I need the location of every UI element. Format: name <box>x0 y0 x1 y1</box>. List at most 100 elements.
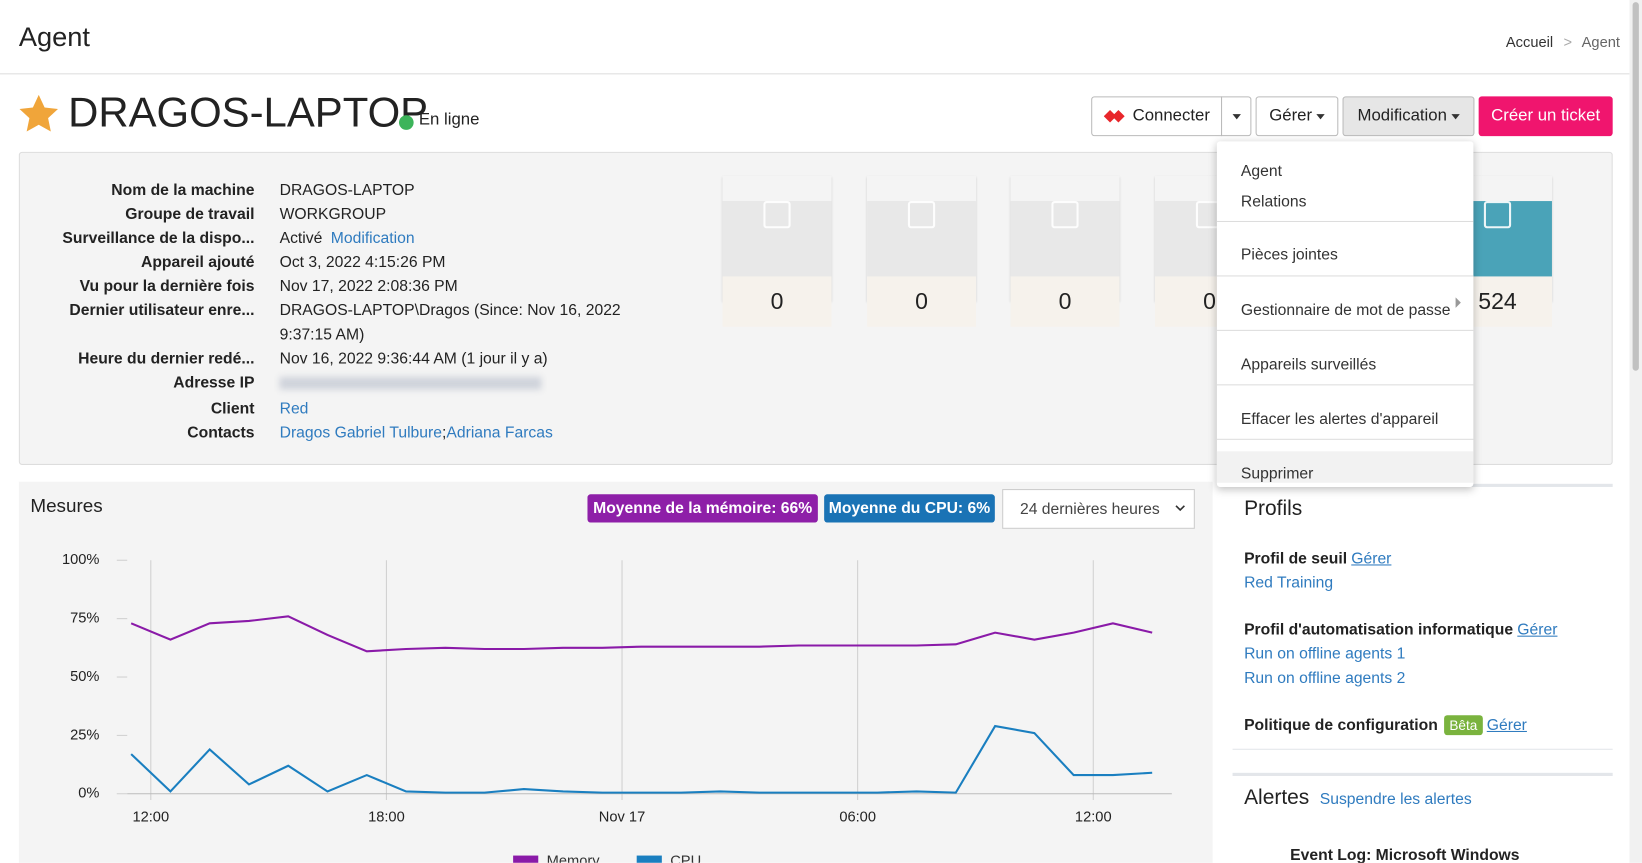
profile-action[interactable]: Gérer <box>1351 549 1392 568</box>
select-chevron <box>1175 505 1185 512</box>
info-link[interactable]: Dragos Gabriel Tulbure <box>279 424 443 442</box>
info-label: Client <box>210 400 255 418</box>
info-value: Activé Modification <box>280 226 667 250</box>
info-value: Nov 16, 2022 9:36:44 AM (1 jour il y a) <box>280 347 667 371</box>
info-text: Nov 17, 2022 2:08:36 PM <box>279 277 458 296</box>
metrics-title: Mesures <box>30 495 103 517</box>
scroll-thumb[interactable] <box>1632 2 1639 371</box>
info-label: Vu pour la dernière fois <box>79 277 255 296</box>
info-text: Oct 3, 2022 4:15:26 PM <box>279 253 446 272</box>
info-link[interactable]: Modification <box>330 229 415 248</box>
profile-section: Politique de configuration Bêta Gérer <box>1244 713 1613 737</box>
info-link[interactable]: Red <box>279 400 309 418</box>
favorite-star[interactable] <box>17 92 61 136</box>
menu-item[interactable]: Effacer les alertes d'appareil <box>1240 410 1439 429</box>
range-select[interactable]: 24 dernières heures <box>1002 489 1195 529</box>
info-value: Nov 17, 2022 2:08:36 PM <box>280 274 667 298</box>
menu-item[interactable]: Relations <box>1240 192 1307 211</box>
profiles-bottom <box>1232 748 1613 750</box>
menu-divider <box>1216 438 1474 440</box>
menu-item[interactable]: Gestionnaire de mot de passe <box>1240 301 1451 320</box>
breadcrumb-current: Agent <box>1581 33 1620 51</box>
info-sep: ; <box>442 424 447 442</box>
info-label: Heure du dernier redé... <box>78 349 255 368</box>
x-tick-label: 12:00 <box>1075 810 1112 826</box>
manage-button[interactable]: Gérer <box>1255 96 1339 137</box>
info-link[interactable]: Adriana Farcas <box>446 424 553 442</box>
status-text: En ligne <box>418 111 480 129</box>
stat-tile[interactable]: 0 <box>722 176 832 327</box>
scrollbar[interactable] <box>1629 0 1642 863</box>
button-label: Créer un ticket <box>1491 106 1601 125</box>
connect-icon <box>1103 109 1125 123</box>
side-panel: Profils Profil de seuil Gérer Red Training P… <box>1232 483 1613 863</box>
device-name: DRAGOS-LAPTOP <box>68 90 429 137</box>
stat-tile[interactable]: 0 <box>867 176 976 327</box>
beta-badge: Bêta <box>1444 715 1483 736</box>
menu-divider <box>1216 329 1474 331</box>
info-label: Surveillance de la dispo... <box>62 229 255 248</box>
ticket-button[interactable]: Créer un ticket <box>1478 96 1613 137</box>
menu-divider <box>1216 220 1474 223</box>
connect-dropdown[interactable] <box>1221 96 1252 137</box>
edit-button[interactable]: Modification <box>1342 96 1475 137</box>
profile-item[interactable]: Red Training <box>1244 573 1334 592</box>
info-value: DRAGOS-LAPTOP <box>280 178 667 202</box>
alerts-action[interactable]: Suspendre les alertes <box>1319 790 1472 809</box>
button-label: Modification <box>1357 106 1447 125</box>
profile-heading: Politique de configuration Bêta Gérer <box>1244 713 1613 737</box>
header-divider <box>0 73 1630 75</box>
y-tick-label: 0% <box>78 786 99 802</box>
menu-hover <box>1216 451 1474 483</box>
y-tick-label: 25% <box>70 727 99 743</box>
status-dot <box>398 115 414 130</box>
menu-item[interactable]: Agent <box>1240 162 1282 181</box>
menu-item[interactable]: Appareils surveillés <box>1240 356 1377 374</box>
alert-item: Event Log: Microsoft Windows <box>1290 846 1520 863</box>
tile-count: 0 <box>867 276 976 327</box>
info-value <box>279 371 667 397</box>
profile-item[interactable]: Run on offline agents 2 <box>1244 669 1406 687</box>
menu-item[interactable]: Pièces jointes <box>1240 246 1338 264</box>
x-tick-label: 06:00 <box>839 810 876 826</box>
profile-item[interactable]: Run on offline agents 1 <box>1244 645 1406 663</box>
x-tick-label: Nov 17 <box>599 810 645 826</box>
connect-button[interactable]: Connecter <box>1091 96 1223 137</box>
info-text: WORKGROUP <box>279 205 387 224</box>
blurred-value <box>279 376 542 390</box>
tile-icon-area <box>722 201 832 277</box>
button-label: Gérer <box>1269 106 1313 125</box>
profile-action[interactable]: Gérer <box>1486 716 1527 735</box>
profile-action[interactable]: Gérer <box>1517 620 1558 639</box>
profile-title: Politique de configuration <box>1244 716 1438 735</box>
legend-label: CPU <box>670 854 701 863</box>
menu-item[interactable]: Supprimer <box>1240 464 1314 483</box>
page-title: Agent <box>18 20 91 53</box>
legend-label: Memory <box>547 854 601 863</box>
alerts-title: Alertes <box>1244 786 1310 810</box>
info-value: Oct 3, 2022 4:15:26 PM <box>280 250 667 274</box>
caret <box>1316 113 1325 119</box>
info-text: Nov 16, 2022 9:36:44 AM (1 jour il y a) <box>279 349 548 368</box>
profile-heading: Profil d'automatisation informatique Gére… <box>1244 618 1613 642</box>
tile-count: 0 <box>1010 276 1120 327</box>
breadcrumb-link[interactable]: Accueil <box>1505 33 1554 51</box>
info-value: DRAGOS-LAPTOP\Dragos (Since: Nov 16, 202… <box>280 298 667 346</box>
profile-heading: Profil de seuil Gérer <box>1244 547 1613 571</box>
legend-swatch <box>636 855 662 863</box>
profiles-title: Profils <box>1244 497 1303 521</box>
tile-icon <box>1051 201 1079 229</box>
panel-top-border <box>1232 772 1613 776</box>
dropdown-menu: Agent Relations Pièces jointes Gestionnaire… <box>1216 141 1474 487</box>
info-label: Nom de la machine <box>111 181 255 199</box>
breadcrumb: Accueil > Agent <box>1506 34 1620 51</box>
stat-tile[interactable]: 0 <box>1010 176 1120 327</box>
tile-icon-area <box>1010 201 1120 277</box>
info-label: Adresse IP <box>173 373 255 392</box>
info-label: Groupe de travail <box>125 205 255 224</box>
profile-title: Profil de seuil <box>1244 549 1348 568</box>
line-series <box>130 724 1153 794</box>
tile-icon <box>907 201 936 229</box>
caret <box>1232 113 1241 119</box>
